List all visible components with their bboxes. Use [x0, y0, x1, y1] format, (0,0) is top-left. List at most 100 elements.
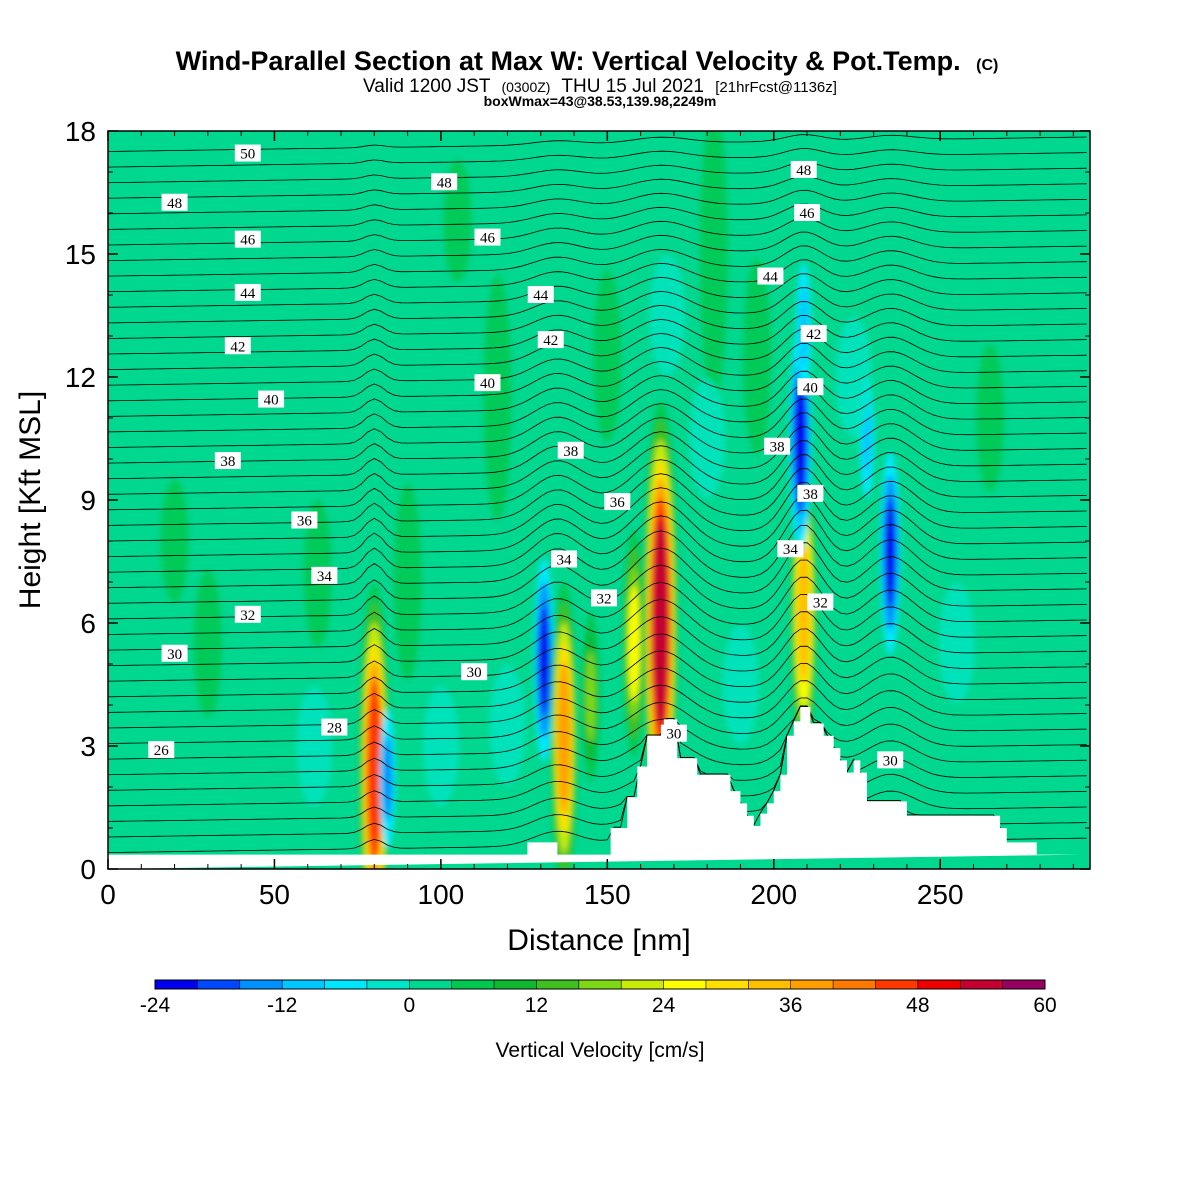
- theta-contour-line: [108, 611, 1087, 666]
- colorbar-tick-label: 0: [403, 994, 415, 1017]
- theta-contour-line: [108, 495, 1087, 557]
- theta-contour-line: [108, 301, 1087, 339]
- contour-label: 34: [551, 550, 578, 568]
- contour-label: 40: [474, 374, 501, 392]
- contour-label-box: [234, 283, 261, 301]
- contour-label-text: 36: [297, 514, 313, 530]
- velocity-mark: [835, 317, 872, 437]
- contour-label-text: 42: [230, 339, 245, 355]
- subtitle-utc: (0300Z): [501, 79, 550, 95]
- colorbar-swatch: [705, 980, 749, 989]
- velocity-mark: [976, 344, 1005, 492]
- contour-label: 30: [161, 644, 188, 663]
- contour-label: 46: [234, 230, 261, 249]
- theta-contour-line: [108, 273, 1087, 308]
- velocity-mark: [649, 255, 686, 376]
- y-tick-label: 3: [80, 731, 96, 762]
- velocity-mark: [296, 686, 333, 806]
- colorbar-swatch: [451, 980, 495, 989]
- contour-label-box: [224, 337, 251, 355]
- contour-label-text: 38: [563, 444, 578, 460]
- contour-label-box: [161, 193, 188, 211]
- contour-label-box: [557, 441, 584, 459]
- theta-contour-line: [108, 203, 1087, 230]
- contour-label-text: 38: [770, 440, 785, 456]
- subtitle-date: THU 15 Jul 2021: [561, 76, 704, 97]
- velocity-mark: [422, 686, 459, 806]
- theta-contour-line: [108, 245, 1087, 277]
- velocity-cell-updraft: [550, 582, 578, 869]
- theta-contour-line: [108, 482, 1087, 542]
- colorbar-swatch: [578, 980, 622, 989]
- colorbar-tick-label: 60: [1033, 994, 1056, 1017]
- y-tick-label: 15: [65, 239, 96, 270]
- velocity-mark: [393, 483, 422, 681]
- contour-label-box: [527, 286, 554, 303]
- velocity-cell-downdraft: [379, 708, 396, 849]
- colorbar-tick-label: 12: [525, 994, 548, 1017]
- x-tick-label: 50: [259, 879, 290, 910]
- velocity-mark: [538, 605, 550, 715]
- contour-label: 32: [590, 589, 617, 607]
- contour-label: 36: [291, 511, 318, 530]
- contour-label-box: [794, 204, 821, 221]
- y-tick-label: 0: [80, 854, 96, 885]
- contour-label-text: 42: [543, 333, 558, 349]
- theta-contour-line: [108, 542, 1087, 604]
- contour-label: 44: [234, 283, 261, 302]
- colorbar-tick-label: 48: [906, 994, 929, 1017]
- velocity-mark: [443, 159, 472, 283]
- colorbar-tick-label: -12: [267, 994, 297, 1017]
- velocity-mark: [585, 651, 596, 743]
- contour-label-text: 32: [240, 608, 255, 624]
- contour-label-text: 34: [783, 542, 799, 558]
- chart-title: Wind-Parallel Section at Max W: Vertical…: [176, 46, 961, 76]
- contour-label-text: 44: [240, 286, 256, 302]
- contour-label: 36: [604, 493, 631, 511]
- contour-label-text: 30: [666, 727, 681, 743]
- contour-label-text: 50: [240, 147, 255, 163]
- theta-contour-line: [108, 287, 1087, 324]
- theta-contour-line: [108, 328, 1087, 370]
- contour-label-box: [474, 374, 501, 392]
- contour-label-box: [800, 324, 827, 342]
- chart-title-mark: (C): [976, 57, 998, 74]
- colorbar: [154, 979, 1046, 990]
- colorbar-swatch: [282, 980, 326, 989]
- contour-label-box: [258, 390, 285, 408]
- colorbar-labels: -24 -12 0 12 24 36 48 60: [140, 994, 1057, 1017]
- velocity-mark: [743, 258, 772, 455]
- contour-label: 40: [258, 390, 285, 409]
- contour-label-box: [214, 452, 241, 470]
- contour-label-text: 48: [167, 196, 182, 212]
- theta-contour-line: [108, 370, 1087, 417]
- velocity-mark: [797, 537, 811, 685]
- velocity-cell-downdraft: [880, 451, 901, 656]
- contour-label: 42: [224, 337, 251, 355]
- contour-label-box: [660, 724, 687, 742]
- contour-label-box: [161, 644, 188, 662]
- contour-label: 32: [234, 605, 261, 624]
- contour-label-text: 34: [317, 569, 333, 585]
- x-tick-label: 100: [418, 879, 465, 910]
- theta-contour-line: [108, 705, 1087, 776]
- theta-contour-line: [108, 645, 1087, 698]
- theta-contour-line: [108, 231, 1087, 261]
- contour-label: 30: [461, 663, 488, 681]
- potential-temperature-contours: [108, 134, 1087, 853]
- contour-label-box: [764, 437, 791, 455]
- contour-label: 44: [757, 267, 784, 286]
- contour-labels: 50 48 48 48 46 46 46 44 44 44 42 42 42 40 40 40 38 38 38 38…: [148, 144, 904, 769]
- contour-label-text: 46: [480, 231, 496, 247]
- contour-label: 38: [557, 441, 584, 460]
- theta-contour-line: [108, 189, 1087, 215]
- y-axis-title: Height [Kft MSL]: [14, 391, 47, 609]
- y-tick-label: 18: [65, 116, 96, 147]
- subtitle-forecast: [21hrFcst@1136z]: [715, 79, 837, 96]
- theta-contour-line: [108, 662, 1087, 713]
- contour-label: 42: [537, 331, 564, 349]
- contour-label-text: 38: [220, 454, 235, 470]
- y-tick-label: 6: [80, 608, 96, 639]
- plot-background: [108, 131, 1090, 869]
